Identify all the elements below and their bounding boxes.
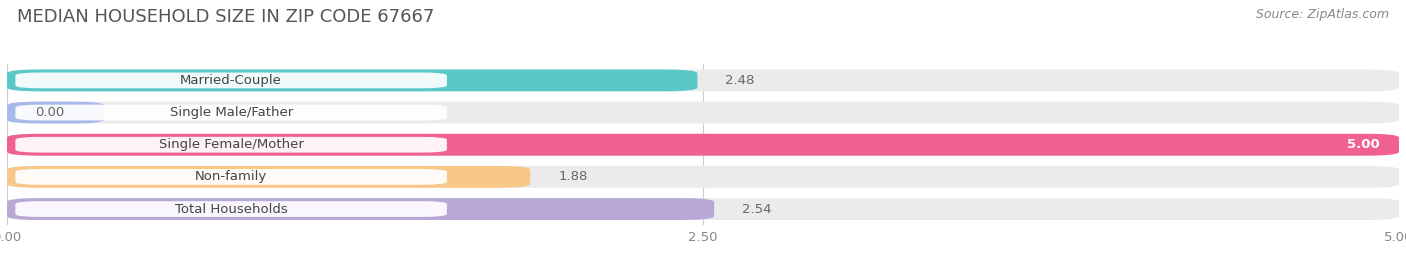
Text: 2.48: 2.48 <box>725 74 755 87</box>
FancyBboxPatch shape <box>7 134 1399 156</box>
FancyBboxPatch shape <box>15 169 447 185</box>
FancyBboxPatch shape <box>7 102 1399 124</box>
FancyBboxPatch shape <box>7 134 1399 156</box>
FancyBboxPatch shape <box>7 69 697 91</box>
Text: Married-Couple: Married-Couple <box>180 74 283 87</box>
Text: Single Male/Father: Single Male/Father <box>170 106 292 119</box>
FancyBboxPatch shape <box>15 73 447 88</box>
FancyBboxPatch shape <box>7 198 714 220</box>
FancyBboxPatch shape <box>7 69 1399 91</box>
FancyBboxPatch shape <box>7 198 1399 220</box>
Text: MEDIAN HOUSEHOLD SIZE IN ZIP CODE 67667: MEDIAN HOUSEHOLD SIZE IN ZIP CODE 67667 <box>17 8 434 26</box>
FancyBboxPatch shape <box>7 166 1399 188</box>
Text: Single Female/Mother: Single Female/Mother <box>159 138 304 151</box>
FancyBboxPatch shape <box>15 201 447 217</box>
FancyBboxPatch shape <box>7 102 104 124</box>
Text: Source: ZipAtlas.com: Source: ZipAtlas.com <box>1256 8 1389 21</box>
FancyBboxPatch shape <box>15 137 447 152</box>
Text: 0.00: 0.00 <box>35 106 65 119</box>
Text: 2.54: 2.54 <box>742 203 772 215</box>
Text: Non-family: Non-family <box>195 170 267 183</box>
Text: Total Households: Total Households <box>174 203 287 215</box>
FancyBboxPatch shape <box>7 166 530 188</box>
Text: 5.00: 5.00 <box>1347 138 1379 151</box>
Text: 1.88: 1.88 <box>558 170 588 183</box>
FancyBboxPatch shape <box>15 105 447 120</box>
